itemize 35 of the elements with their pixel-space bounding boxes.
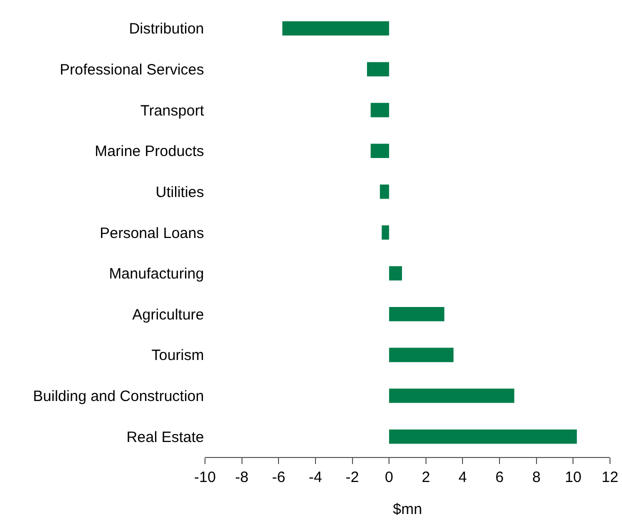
bar [370, 144, 390, 158]
y-tick-label: Tourism [151, 347, 204, 364]
x-tick-label: -4 [308, 469, 322, 486]
x-tick-label: 4 [458, 469, 467, 486]
bar [382, 225, 390, 240]
bar [389, 388, 514, 403]
y-tick-label: Transport [140, 102, 205, 120]
x-tick-label: -10 [194, 469, 216, 486]
bar [389, 348, 454, 362]
x-tick-label: -6 [272, 469, 286, 486]
y-tick-label: Real Estate [126, 428, 204, 446]
x-tick-label: 10 [564, 469, 582, 486]
bar [367, 62, 390, 76]
bar [389, 266, 402, 280]
y-tick-label: Personal Loans [100, 224, 204, 242]
bar [389, 429, 577, 444]
bar [389, 306, 444, 322]
x-axis-title: $mn [392, 501, 422, 518]
x-tick-label: 0 [384, 469, 394, 486]
y-tick-label: Distribution [128, 20, 204, 38]
bar [282, 21, 390, 36]
y-tick-label: Manufacturing [108, 266, 204, 283]
y-tick-label: Utilities [156, 184, 204, 201]
y-tick-label: Agriculture [132, 306, 204, 324]
x-tick-label: -2 [346, 469, 359, 486]
x-tick-label: 8 [532, 469, 541, 486]
x-tick-label: -8 [235, 469, 248, 486]
bar [380, 184, 390, 199]
bar [370, 102, 390, 118]
x-tick-label: 2 [422, 469, 430, 486]
x-tick-label: 6 [495, 469, 504, 486]
y-tick-label: Marine Products [94, 143, 204, 160]
y-tick-label: Professional Services [60, 61, 204, 78]
y-tick-label: Building and Construction [33, 388, 204, 406]
x-tick-label: 12 [602, 469, 618, 486]
